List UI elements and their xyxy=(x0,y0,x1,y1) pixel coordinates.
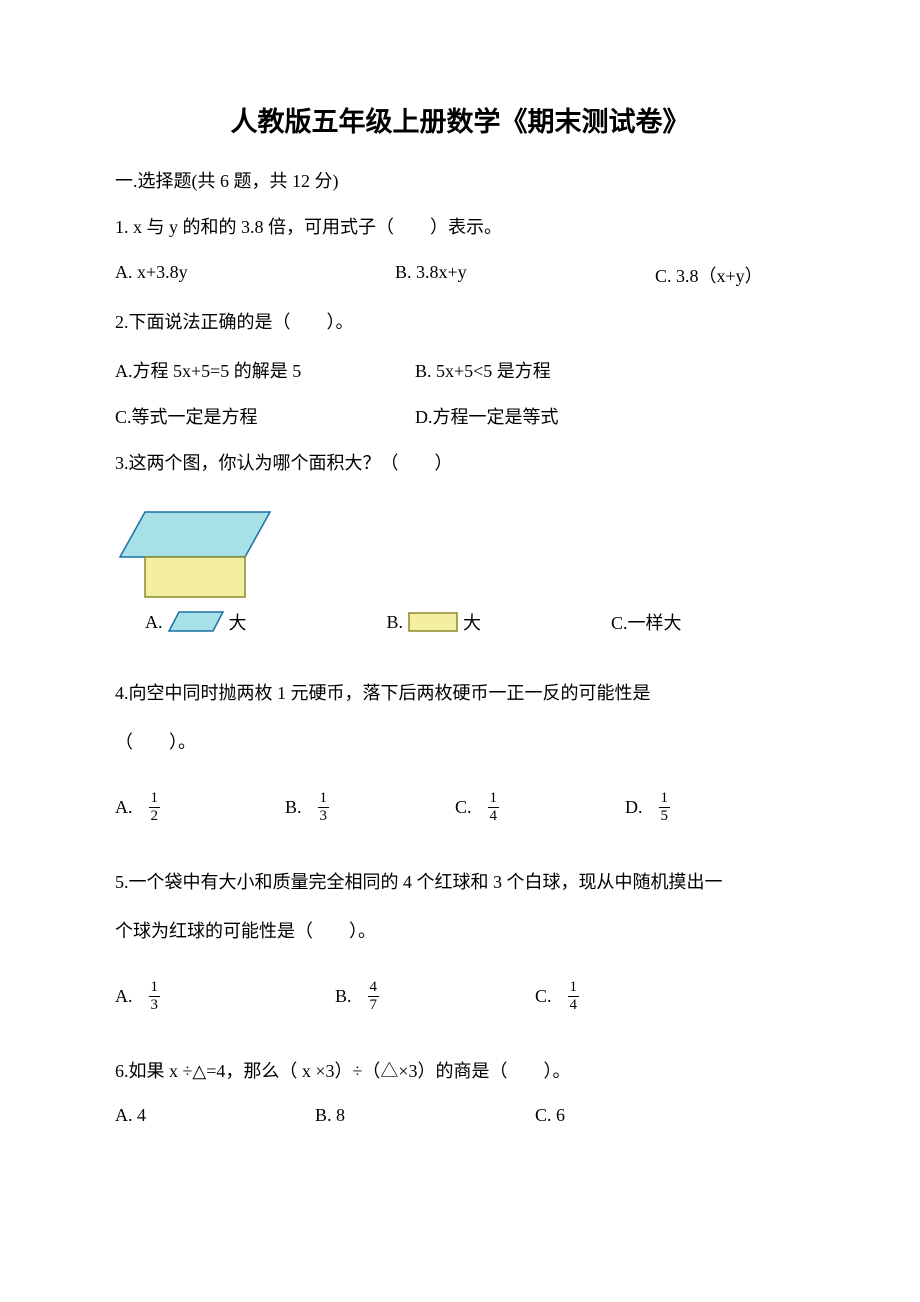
fraction-icon: 4 7 xyxy=(368,980,380,1013)
q4-d-label: D. xyxy=(625,797,643,818)
fraction-icon: 1 2 xyxy=(149,791,161,824)
fraction-icon: 1 3 xyxy=(318,791,330,824)
q3-b-suffix: 大 xyxy=(463,609,481,635)
q2-text: 2.下面说法正确的是（ ）。 xyxy=(115,308,805,337)
q6-option-a: A. 4 xyxy=(115,1105,315,1126)
q2-option-a: A.方程 5x+5=5 的解是 5 xyxy=(115,357,415,383)
q5-option-c: C. 1 4 xyxy=(535,980,579,1013)
fraction-denominator: 2 xyxy=(149,807,161,824)
fraction-icon: 1 5 xyxy=(659,791,671,824)
q4-option-a: A. 1 2 xyxy=(115,791,285,824)
section-header: 一.选择题(共 6 题，共 12 分) xyxy=(115,167,805,193)
parallelogram-icon xyxy=(165,609,227,635)
q5-line2: 个球为红球的可能性是（ ）。 xyxy=(115,917,805,946)
shapes-figure-icon xyxy=(115,507,285,602)
q3-option-b: B. 大 xyxy=(387,609,482,635)
q1-option-c: C. 3.8（x+y） xyxy=(655,262,805,288)
q3-options: A. 大 B. 大 C.一样大 xyxy=(115,609,805,635)
q4-options: A. 1 2 B. 1 3 C. 1 4 D. 1 5 xyxy=(115,791,805,824)
fraction-icon: 1 4 xyxy=(488,791,500,824)
q3-a-suffix: 大 xyxy=(229,609,247,635)
fraction-denominator: 4 xyxy=(568,996,580,1013)
q5-options: A. 1 3 B. 4 7 C. 1 4 xyxy=(115,980,805,1013)
q5-b-label: B. xyxy=(335,986,352,1007)
q5-line1: 5.一个袋中有大小和质量完全相同的 4 个红球和 3 个白球，现从中随机摸出一 xyxy=(115,868,805,897)
fraction-numerator: 1 xyxy=(568,980,580,996)
rectangle-icon xyxy=(405,609,461,635)
fraction-numerator: 4 xyxy=(368,980,380,996)
q2-options-row2: C.等式一定是方程 D.方程一定是等式 xyxy=(115,403,805,429)
q1-options: A. x+3.8y B. 3.8x+y C. 3.8（x+y） xyxy=(115,262,805,288)
q1-option-a: A. x+3.8y xyxy=(115,262,395,288)
q5-option-a: A. 1 3 xyxy=(115,980,335,1013)
fraction-numerator: 1 xyxy=(659,791,671,807)
q2-option-c: C.等式一定是方程 xyxy=(115,403,415,429)
q4-line1: 4.向空中同时抛两枚 1 元硬币，落下后两枚硬币一正一反的可能性是 xyxy=(115,679,805,708)
q4-c-label: C. xyxy=(455,797,472,818)
q2-option-d: D.方程一定是等式 xyxy=(415,403,715,429)
q5-option-b: B. 4 7 xyxy=(335,980,535,1013)
q6-option-b: B. 8 xyxy=(315,1105,535,1126)
q3-option-a: A. 大 xyxy=(145,609,247,635)
q3-a-prefix: A. xyxy=(145,612,163,633)
q4-a-label: A. xyxy=(115,797,133,818)
q5-c-label: C. xyxy=(535,986,552,1007)
q2-option-b: B. 5x+5<5 是方程 xyxy=(415,357,715,383)
fraction-denominator: 7 xyxy=(368,996,380,1013)
fraction-denominator: 3 xyxy=(318,807,330,824)
q3-figure xyxy=(115,507,805,607)
rectangle-shape xyxy=(145,557,245,597)
fraction-denominator: 3 xyxy=(149,996,161,1013)
fraction-numerator: 1 xyxy=(488,791,500,807)
page-title: 人教版五年级上册数学《期末测试卷》 xyxy=(115,100,805,139)
fraction-denominator: 5 xyxy=(659,807,671,824)
q3-option-c: C.一样大 xyxy=(611,609,682,635)
q3-b-prefix: B. xyxy=(387,612,404,633)
q4-option-c: C. 1 4 xyxy=(455,791,625,824)
fraction-numerator: 1 xyxy=(149,791,161,807)
parallelogram-shape xyxy=(120,512,270,557)
q1-option-b: B. 3.8x+y xyxy=(395,262,655,288)
fraction-icon: 1 3 xyxy=(149,980,161,1013)
q1-text: 1. x 与 y 的和的 3.8 倍，可用式子（ ）表示。 xyxy=(115,213,805,242)
q6-options: A. 4 B. 8 C. 6 xyxy=(115,1105,805,1126)
fraction-denominator: 4 xyxy=(488,807,500,824)
q4-option-d: D. 1 5 xyxy=(625,791,795,824)
q4-option-b: B. 1 3 xyxy=(285,791,455,824)
fraction-numerator: 1 xyxy=(149,980,161,996)
exam-page: 人教版五年级上册数学《期末测试卷》 一.选择题(共 6 题，共 12 分) 1.… xyxy=(0,0,920,1302)
q6-text: 6.如果 x ÷△=4，那么（ x ×3）÷（△×3）的商是（ ）。 xyxy=(115,1057,805,1086)
q3-text: 3.这两个图，你认为哪个面积大？（ ） xyxy=(115,449,805,478)
q4-b-label: B. xyxy=(285,797,302,818)
q5-a-label: A. xyxy=(115,986,133,1007)
fraction-numerator: 1 xyxy=(318,791,330,807)
fraction-icon: 1 4 xyxy=(568,980,580,1013)
q6-option-c: C. 6 xyxy=(535,1105,565,1126)
q4-line2: （ ）。 xyxy=(115,728,805,757)
q2-options-row1: A.方程 5x+5=5 的解是 5 B. 5x+5<5 是方程 xyxy=(115,357,805,383)
